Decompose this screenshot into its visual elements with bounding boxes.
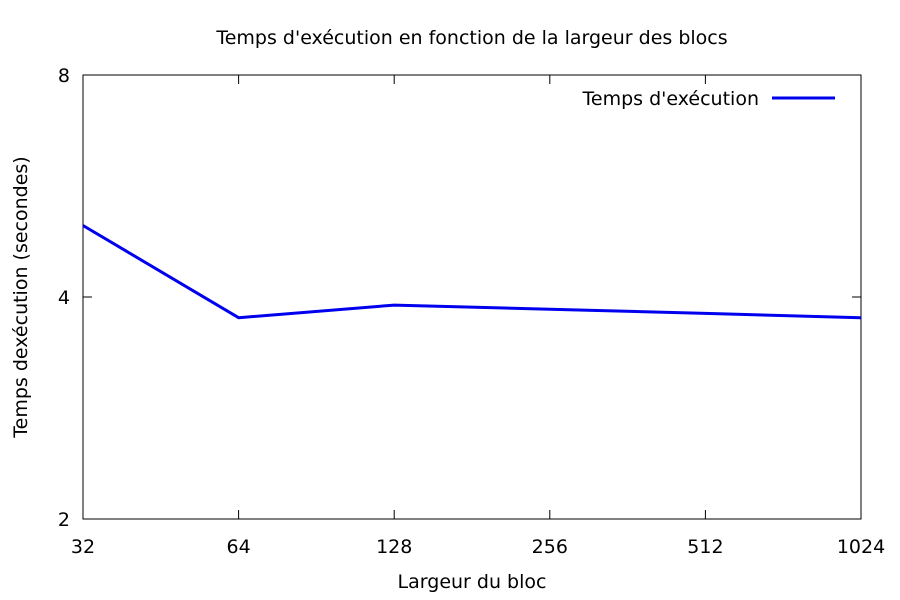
x-tick-label: 128 bbox=[376, 536, 412, 558]
y-axis: 2 4 8 bbox=[58, 65, 861, 531]
x-axis: 32 64 128 256 512 1024 bbox=[71, 75, 885, 558]
series-layer bbox=[82, 224, 862, 320]
plot-frame bbox=[82, 74, 862, 520]
y-axis-label: Temps dexécution (secondes) bbox=[10, 156, 32, 438]
x-tick-label: 512 bbox=[687, 536, 723, 558]
x-tick-label: 1024 bbox=[837, 536, 885, 558]
x-axis-label: Largeur du bloc bbox=[398, 571, 547, 593]
x-tick-label: 32 bbox=[71, 536, 95, 558]
x-tick-label: 64 bbox=[227, 536, 251, 558]
y-tick-label: 8 bbox=[58, 65, 70, 87]
chart-title: Temps d'exécution en fonction de la larg… bbox=[215, 27, 727, 49]
y-tick-label: 2 bbox=[58, 509, 70, 531]
series-line-0 bbox=[82, 224, 862, 320]
legend: Temps d'exécution bbox=[582, 88, 835, 110]
x-tick-label: 256 bbox=[532, 536, 568, 558]
legend-label: Temps d'exécution bbox=[582, 88, 759, 110]
y-tick-label: 4 bbox=[58, 287, 70, 309]
